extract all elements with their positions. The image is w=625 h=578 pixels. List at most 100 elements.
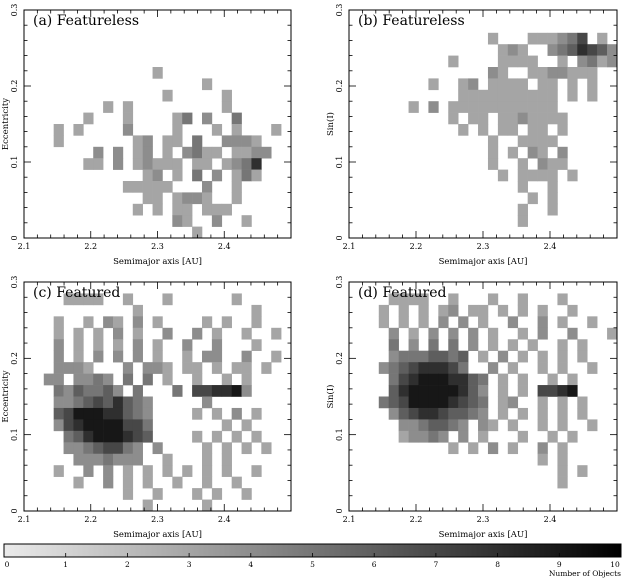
heatmap-cell [587, 89, 598, 102]
heatmap-cell [132, 453, 143, 466]
heatmap-cell [547, 430, 558, 443]
colorbar-tick-label: 6 [372, 560, 377, 569]
heatmap-cell [122, 419, 134, 432]
heatmap-cell [428, 396, 439, 409]
heatmap-cell [537, 89, 548, 102]
heatmap-cell [587, 44, 598, 56]
heatmap-cell [211, 327, 223, 340]
heatmap-cell [448, 396, 459, 409]
heatmap-cell [428, 385, 439, 397]
heatmap-cell [557, 407, 568, 420]
heatmap-cell [192, 488, 203, 500]
heatmap-cell [428, 419, 439, 432]
heatmap-cell [448, 362, 459, 374]
heatmap-cell [577, 339, 588, 351]
y-axis-label: Eccentricity [1, 370, 11, 422]
heatmap-cell [547, 385, 558, 397]
heatmap-cell [497, 44, 509, 56]
heatmap-cell [231, 476, 242, 489]
heatmap-cell [142, 169, 153, 182]
heatmap-cell [122, 362, 134, 374]
heatmap-cell [142, 499, 153, 512]
heatmap-cell [172, 215, 183, 227]
heatmap-cell [517, 407, 528, 420]
heatmap-cell [418, 430, 429, 443]
heatmap-cell [468, 385, 479, 397]
x-tick-label: 2.4 [544, 242, 557, 251]
heatmap-cell [211, 169, 223, 182]
heatmap-cell [211, 350, 223, 363]
heatmap-cell [53, 124, 64, 136]
heatmap-cell [211, 488, 223, 500]
heatmap-cell [428, 327, 439, 340]
heatmap-cell [261, 362, 272, 374]
heatmap-cell [418, 419, 429, 432]
heatmap-cell [182, 350, 193, 363]
heatmap-cell [468, 396, 479, 409]
heatmap-cell [597, 44, 608, 56]
heatmap-cell [202, 350, 213, 363]
heatmap-cells [378, 293, 618, 489]
heatmap-cell [497, 67, 509, 79]
heatmap-cell [557, 293, 568, 306]
heatmap-cell [497, 101, 509, 113]
heatmap-cell [231, 124, 242, 136]
heatmap-cell [478, 316, 489, 329]
x-axis: 2.1 2.2 2.3 2.4 [18, 10, 292, 251]
heatmap-cell [468, 89, 479, 102]
panel-2: 2.1 2.2 2.3 2.4 0 0.1 0.2 0.3 Semimajor axis [AU… [1, 276, 292, 540]
heatmap-cell [438, 407, 449, 420]
heatmap-cell [428, 430, 439, 443]
heatmap-cell [487, 32, 499, 45]
heatmap-cell [142, 146, 153, 159]
heatmap-cell [448, 55, 459, 68]
heatmap-cell [468, 327, 479, 340]
heatmap-cell [517, 373, 528, 386]
heatmap-cell [103, 465, 114, 477]
heatmap-cell [53, 419, 64, 432]
heatmap-cell [497, 350, 509, 363]
heatmap-cell [497, 55, 509, 68]
heatmap-cell [202, 192, 213, 205]
heatmap-cell [142, 407, 153, 420]
heatmap-cell [162, 158, 173, 170]
heatmap-cell [487, 158, 499, 170]
heatmap-cell [567, 304, 578, 317]
heatmap-cell [192, 158, 203, 170]
heatmap-cell [388, 407, 399, 420]
heatmap-cell [537, 350, 548, 363]
heatmap-cell [478, 350, 489, 363]
heatmap-cell [547, 67, 558, 79]
heatmap-cell [557, 32, 568, 45]
heatmap-cell [152, 488, 163, 500]
heatmap-cell [388, 350, 399, 363]
colorbar-tick-label: 4 [248, 560, 253, 569]
heatmap-cell [537, 135, 548, 148]
heatmap-cell [478, 373, 489, 386]
colorbar-tick-label: 3 [187, 560, 192, 569]
heatmap-cell [408, 430, 419, 443]
heatmap-cell [83, 112, 94, 125]
panel-title: (d) Featured [358, 285, 447, 301]
heatmap-cell [251, 158, 262, 170]
heatmap-cells [43, 293, 282, 512]
heatmap-cell [113, 419, 124, 432]
heatmap-cell [537, 67, 548, 79]
heatmap-cell [43, 373, 54, 386]
heatmap-cell [192, 407, 203, 420]
heatmap-cell [487, 67, 499, 79]
heatmap-cell [73, 124, 84, 136]
heatmap-cell [547, 203, 558, 216]
heatmap-cell [398, 373, 409, 386]
heatmap-cell [202, 181, 213, 193]
panel-3: 2.1 2.2 2.3 2.4 0 0.1 0.2 0.3 Semimajor axis [AU… [325, 276, 618, 540]
heatmap-cell [63, 293, 74, 306]
heatmap-cell [73, 339, 84, 351]
heatmap-cell [567, 327, 578, 340]
heatmap-cell [487, 362, 499, 374]
heatmap-cell [251, 169, 262, 182]
heatmap-cell [241, 362, 252, 374]
heatmap-cell [83, 158, 94, 170]
heatmap-cell [418, 385, 429, 397]
heatmap-cell [192, 385, 203, 397]
